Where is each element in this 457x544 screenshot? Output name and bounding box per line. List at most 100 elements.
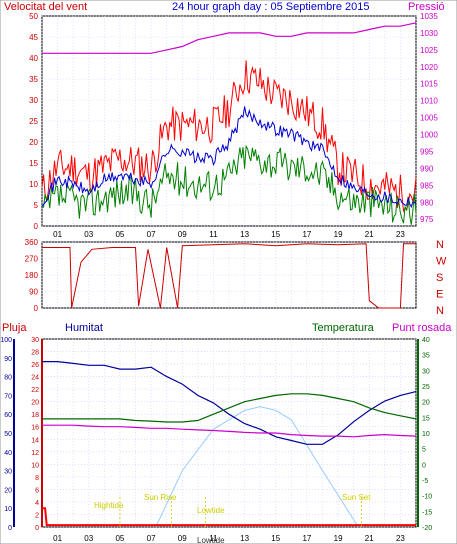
- temperature-y-tick: -15: [422, 509, 432, 516]
- pressure-y-tick: 985: [420, 181, 434, 190]
- sun-rise-label: Sun Rise: [144, 493, 177, 502]
- pressure-y-tick: 995: [420, 147, 434, 156]
- humidity-x-tick: 19: [334, 534, 343, 543]
- temperature-y-tick: 5: [422, 447, 426, 454]
- humidity-x-tick: 17: [302, 534, 311, 543]
- dewpoint-line: [42, 424, 417, 438]
- pressure-y-tick: 1025: [420, 46, 438, 55]
- temperature-y-tick: -10: [422, 494, 432, 501]
- wind-y-tick: 40: [29, 54, 38, 63]
- rain-y-tick: 28: [31, 350, 39, 357]
- temperature-y-tick: 35: [422, 353, 430, 360]
- wind-y-tick: 5: [34, 201, 39, 210]
- humidity-x-tick: 07: [147, 534, 156, 543]
- pressure-y-tick: 1005: [420, 114, 438, 123]
- wind-speed-title: Velocitat del vent: [4, 1, 87, 13]
- dewpoint-label: Punt rosada: [392, 322, 452, 334]
- wind-x-tick: 21: [365, 230, 374, 239]
- humidity-y-tick: 20: [4, 487, 12, 494]
- wind-x-tick: 17: [302, 230, 311, 239]
- low-tide-label: Lowtide: [197, 506, 225, 515]
- humidity-temperature-panel: 0102030405060708090100024681012141618202…: [0, 337, 432, 543]
- humidity-y-tick: 30: [4, 469, 12, 476]
- wind-x-tick: 01: [53, 230, 62, 239]
- direction-y-tick: 0: [34, 304, 39, 313]
- direction-y-tick: 360: [25, 238, 39, 247]
- rain-y-tick: 10: [31, 462, 39, 469]
- direction-y-tick: 270: [25, 255, 39, 264]
- wind-x-tick: 19: [334, 230, 343, 239]
- wind-x-tick: 09: [178, 230, 187, 239]
- temperature-y-tick: 40: [422, 337, 430, 344]
- wind-x-tick: 13: [240, 230, 249, 239]
- direction-compass-label: W: [436, 256, 447, 268]
- rain-y-tick: 8: [35, 475, 39, 482]
- humidity-y-tick: 40: [4, 450, 12, 457]
- wind-avg-line: [41, 106, 417, 209]
- rain-y-tick: 26: [31, 362, 39, 369]
- direction-compass-label: E: [436, 289, 443, 301]
- pressure-y-tick: 1035: [420, 12, 438, 21]
- rain-y-tick: 22: [31, 387, 39, 394]
- rain-y-tick: 14: [31, 437, 39, 444]
- humidity-x-tick: 01: [53, 534, 62, 543]
- humidity-y-tick: 90: [4, 356, 12, 363]
- wind-y-tick: 25: [29, 117, 38, 126]
- wind-x-tick: 23: [396, 230, 405, 239]
- temperature-y-tick: 25: [422, 384, 430, 391]
- temperature-y-tick: 0: [422, 462, 426, 469]
- pressure-y-tick: 980: [420, 198, 434, 207]
- humidity-y-tick: 0: [8, 525, 12, 532]
- direction-compass-label: N: [436, 239, 444, 251]
- rain-y-tick: 18: [31, 412, 39, 419]
- pressure-y-tick: 990: [420, 164, 434, 173]
- wind-x-tick: 11: [209, 230, 218, 239]
- pressure-y-tick: 1015: [420, 80, 438, 89]
- wind-y-tick: 20: [29, 138, 38, 147]
- humidity-y-tick: 70: [4, 393, 12, 400]
- humidity-x-tick: 15: [271, 534, 280, 543]
- high-tide-label: Hightide: [94, 501, 124, 510]
- humidity-x-tick: 09: [178, 534, 187, 543]
- low-tide-axis-label: Lowtide: [197, 536, 225, 544]
- wind-direction-line: [42, 243, 416, 309]
- wind-max-line: [41, 60, 417, 213]
- wind-pressure-panel: 0510152025303540455097598098599099510001…: [29, 12, 438, 239]
- humidity-label: Humitat: [65, 322, 103, 334]
- humidity-x-tick: 23: [396, 534, 405, 543]
- humidity-x-tick: 05: [115, 534, 124, 543]
- wind-y-tick: 15: [29, 159, 38, 168]
- humidity-line: [42, 361, 417, 445]
- direction-y-tick: 90: [29, 288, 38, 297]
- pressure-y-tick: 1020: [420, 63, 438, 72]
- rain-y-tick: 24: [31, 375, 39, 382]
- rain-y-tick: 0: [35, 525, 39, 532]
- wind-y-tick: 10: [29, 180, 38, 189]
- humidity-y-tick: 60: [4, 412, 12, 419]
- temperature-label: Temperatura: [312, 322, 375, 334]
- wind-y-tick: 50: [29, 12, 38, 21]
- temperature-y-tick: 10: [422, 431, 430, 438]
- rain-y-tick: 4: [35, 500, 39, 507]
- pressure-y-tick: 1030: [420, 29, 438, 38]
- temperature-line: [42, 393, 417, 423]
- pressure-title: Pressió: [408, 1, 445, 13]
- direction-compass-label: N: [436, 305, 444, 317]
- temperature-y-tick: 30: [422, 368, 430, 375]
- wind-y-tick: 45: [29, 33, 38, 42]
- temperature-y-tick: -5: [422, 478, 428, 485]
- wind-y-tick: 30: [29, 96, 38, 105]
- sun-curve: [155, 406, 359, 528]
- humidity-x-tick: 11: [209, 534, 218, 543]
- temperature-y-tick: 15: [422, 415, 430, 422]
- rain-y-tick: 6: [35, 487, 39, 494]
- direction-compass-label: S: [436, 272, 443, 284]
- rain-y-tick: 2: [35, 512, 39, 519]
- wind-x-tick: 15: [271, 230, 280, 239]
- humidity-y-tick: 10: [4, 506, 12, 513]
- chart-title: 24 hour graph day : 05 Septiembre 2015: [172, 1, 370, 13]
- temperature-y-tick: 20: [422, 400, 430, 407]
- rain-y-tick: 12: [31, 450, 39, 457]
